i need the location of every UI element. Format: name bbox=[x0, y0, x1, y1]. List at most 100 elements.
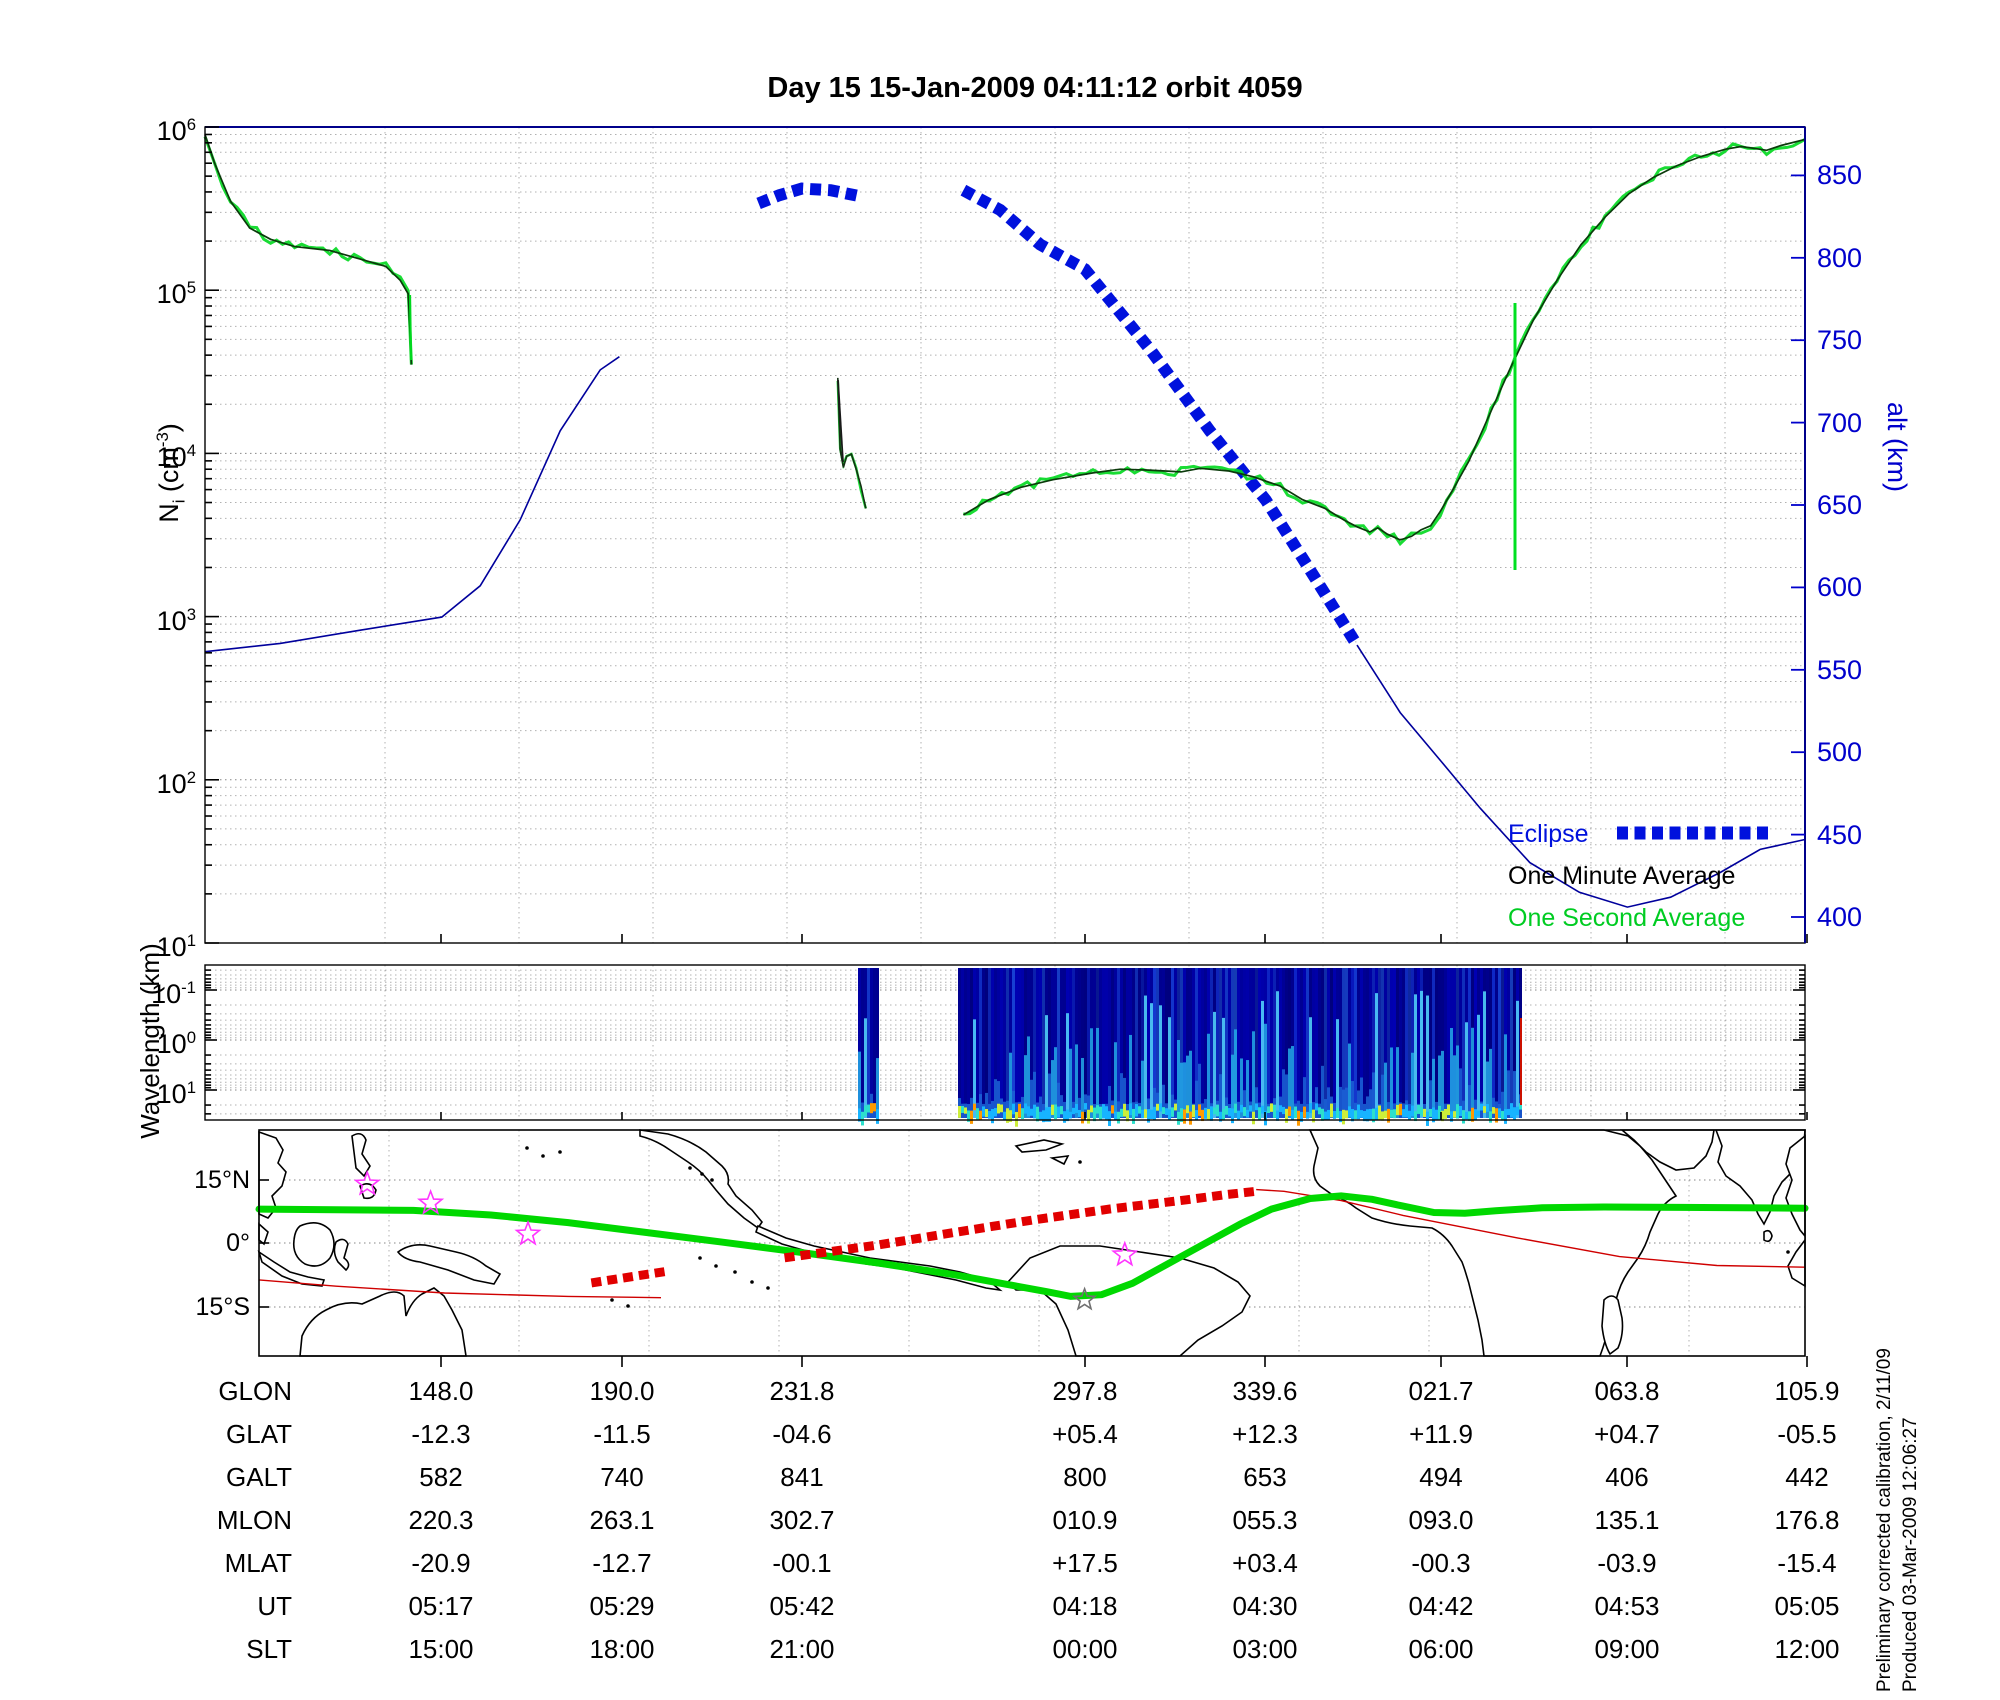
spectrogram-column bbox=[1273, 968, 1276, 1118]
table-cell-ut-0: 05:17 bbox=[408, 1591, 474, 1621]
spectrogram-bottom-band bbox=[1492, 1107, 1495, 1114]
spectrogram-bottom-band bbox=[979, 1110, 982, 1121]
spectrogram-bottom-band bbox=[1489, 1111, 1492, 1123]
table-cell-mlat-1: -12.7 bbox=[592, 1548, 652, 1578]
spectrogram-spike bbox=[1090, 1028, 1093, 1118]
table-cell-ut-5: 04:42 bbox=[1408, 1591, 1474, 1621]
spectrogram-bottom-band bbox=[1519, 1103, 1522, 1110]
spectrogram-spike bbox=[1369, 1089, 1372, 1118]
spectrogram-spike bbox=[1315, 1087, 1318, 1118]
table-cell-galt-6: 406 bbox=[1605, 1462, 1649, 1492]
spectrogram-streak bbox=[1135, 968, 1138, 1118]
spectrogram-bottom-band bbox=[1189, 1111, 1192, 1125]
one-minute-line-seg3 bbox=[962, 138, 1806, 541]
table-cell-ut-4: 04:30 bbox=[1232, 1591, 1298, 1621]
map-eclipse-dashes-a bbox=[590, 1266, 670, 1288]
spectrogram-spike bbox=[1366, 1096, 1369, 1118]
spectrogram-bottom-band bbox=[1357, 1104, 1360, 1120]
spectrogram-column bbox=[1210, 968, 1213, 1118]
island-dot bbox=[541, 1154, 545, 1158]
table-cell-mlon-6: 135.1 bbox=[1594, 1505, 1660, 1535]
table-cell-glon-6: 063.8 bbox=[1594, 1376, 1660, 1406]
spectrogram-spike bbox=[1453, 1055, 1456, 1118]
spectrogram-bottom-band bbox=[1270, 1103, 1273, 1112]
spectrogram-spike bbox=[1324, 1099, 1327, 1118]
spectrogram-column bbox=[1030, 968, 1033, 1118]
spectrogram-bottom-band bbox=[867, 1104, 870, 1113]
spectrogram-column bbox=[1204, 968, 1207, 1118]
spectrogram-spike bbox=[1117, 1101, 1120, 1118]
altitude-line-left bbox=[204, 356, 620, 653]
spectrogram-spike bbox=[1051, 1060, 1054, 1118]
spectrogram-column bbox=[997, 968, 1000, 1118]
spectrogram-column bbox=[1102, 968, 1105, 1118]
spectrogram-spike bbox=[1432, 1058, 1435, 1118]
spectrogram-bottom-band bbox=[1396, 1104, 1399, 1116]
spectrogram-streak bbox=[1342, 968, 1345, 1118]
spectrogram-bottom-band bbox=[1243, 1107, 1246, 1117]
coastline bbox=[333, 1238, 350, 1272]
table-cell-galt-7: 442 bbox=[1785, 1462, 1829, 1492]
spectrogram-bottom-band bbox=[1237, 1110, 1240, 1121]
spectrogram-bottom-band bbox=[1129, 1103, 1132, 1116]
spectrogram-spike bbox=[1114, 1042, 1117, 1118]
table-cell-mlat-3: +17.5 bbox=[1052, 1548, 1118, 1578]
spectrogram-spike bbox=[861, 1102, 864, 1118]
spectrogram-streak bbox=[1324, 968, 1327, 1118]
ni-tick-10e2: 102 bbox=[156, 767, 196, 799]
spectrogram-bottom-band bbox=[1351, 1109, 1354, 1122]
island-dot bbox=[1786, 1250, 1790, 1254]
spectrogram-bottom-band bbox=[1510, 1103, 1513, 1118]
spectrogram-spike bbox=[1468, 1085, 1471, 1118]
spectrogram-spike bbox=[1414, 994, 1417, 1118]
spectrogram-bottom-band bbox=[1024, 1103, 1027, 1114]
coastline bbox=[1619, 1129, 1715, 1171]
table-cell-glon-3: 297.8 bbox=[1052, 1376, 1118, 1406]
spectrogram-column bbox=[1351, 968, 1354, 1118]
spectrogram-column bbox=[1435, 968, 1438, 1118]
spectrogram-spike bbox=[1342, 1089, 1345, 1118]
spectrogram-column bbox=[1093, 968, 1096, 1118]
spectrogram-bottom-band bbox=[1393, 1109, 1396, 1119]
ni-tick-10e5: 105 bbox=[156, 278, 196, 310]
spectrogram-bottom-band bbox=[1063, 1111, 1066, 1123]
spectrogram-streak bbox=[1012, 968, 1015, 1118]
spectrogram-bottom-band bbox=[1120, 1108, 1123, 1117]
spectrogram-spike bbox=[1351, 1081, 1354, 1118]
spectrogram-column bbox=[1162, 968, 1165, 1118]
spectrogram-column bbox=[1366, 968, 1369, 1118]
spectrogram-column bbox=[1501, 968, 1504, 1118]
spectrogram-bottom-band bbox=[864, 1105, 867, 1116]
table-row-label-mlon: MLON bbox=[216, 1505, 292, 1535]
spectrogram-spike bbox=[1441, 1050, 1444, 1118]
spectrogram-bottom-band bbox=[870, 1103, 873, 1114]
spectrogram-spike bbox=[1219, 1074, 1222, 1118]
footer-note-calibration: Preliminary corrected calibration, 2/11/… bbox=[1874, 1348, 1895, 1692]
table-cell-glat-6: +04.7 bbox=[1594, 1419, 1660, 1449]
spectrogram-bottom-band bbox=[1486, 1104, 1489, 1112]
table-cell-mlat-4: +03.4 bbox=[1232, 1548, 1298, 1578]
spectrogram-bottom-band bbox=[1411, 1105, 1414, 1117]
spectrogram-column bbox=[1279, 968, 1282, 1118]
spectrogram-spike bbox=[1465, 1022, 1468, 1118]
spectrogram-streak bbox=[1408, 968, 1411, 1118]
spectrogram-streak bbox=[1381, 968, 1384, 1118]
spectrogram-column bbox=[1327, 968, 1330, 1118]
spectrogram-spike bbox=[1516, 1000, 1519, 1118]
spectrogram-spike bbox=[1057, 1082, 1060, 1118]
coastline bbox=[1601, 1295, 1624, 1356]
table-row-label-glon: GLON bbox=[218, 1376, 292, 1406]
spectrogram-bottom-band bbox=[1288, 1106, 1291, 1116]
spectrogram-bottom-band bbox=[1291, 1109, 1294, 1121]
spectrogram-bottom-band bbox=[1042, 1110, 1045, 1123]
spectrogram-spike bbox=[1108, 1085, 1111, 1118]
spectrogram-streak bbox=[1273, 968, 1276, 1118]
spectrogram-bottom-band bbox=[1324, 1111, 1327, 1121]
coastline bbox=[1049, 1155, 1070, 1166]
table-cell-glon-1: 190.0 bbox=[589, 1376, 655, 1406]
spectrogram-bottom-band bbox=[1315, 1103, 1318, 1111]
spectrogram-column bbox=[1498, 968, 1501, 1118]
spectrogram-column bbox=[1120, 968, 1123, 1118]
footer-note-produced: Produced 03-Mar-2009 12:06:27 bbox=[1900, 1417, 1921, 1692]
spectrogram-bottom-band bbox=[1465, 1111, 1468, 1120]
